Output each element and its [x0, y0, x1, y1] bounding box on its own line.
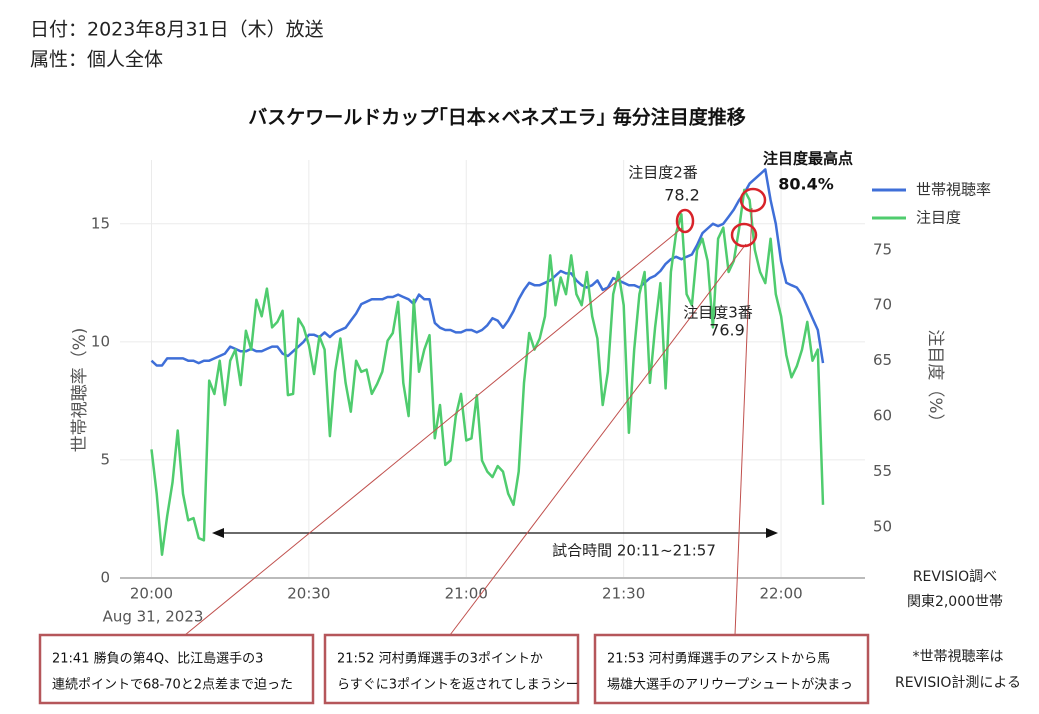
callout-box: [323, 633, 580, 705]
x-tick-label: 21:00: [445, 585, 488, 603]
callout-text: らすぐに3ポイントを返されてしまうシー: [337, 678, 579, 693]
x-tick-label: 20:30: [287, 585, 330, 603]
y2-tick-label: 70: [873, 296, 892, 314]
source-note: 関東2,000世帯: [907, 594, 1003, 610]
callout-connectors: [184, 207, 753, 636]
highlight-circles: [675, 187, 767, 248]
annotation-value: 78.2: [664, 186, 700, 205]
y2-tick-label: 55: [873, 462, 892, 480]
callout-text: 連続ポイントで68-70と2点差まで迫った: [52, 678, 293, 693]
x-tick-label: 21:30: [602, 585, 645, 603]
y-tick-label: 10: [91, 332, 110, 350]
annotation-title: 注目度2番: [628, 164, 698, 182]
y-tick-label: 15: [91, 214, 110, 232]
y2-tick-label: 60: [873, 407, 892, 425]
callout-text: 場雄大選手のアリウープシュートが決まっ: [607, 678, 853, 693]
annotation-title: 注目度3番: [683, 304, 753, 322]
chart-title: バスケワールドカップ｢日本×ベネズエラ｣ 毎分注目度推移: [248, 106, 746, 129]
footnote: REVISIO計測による: [895, 675, 1021, 691]
callout-text: 21:53 河村勇輝選手のアシストから馬: [607, 652, 830, 667]
x-tick-label: 22:00: [759, 585, 802, 603]
annotation-value: 76.9: [709, 321, 745, 340]
date-label: 日付：2023年8月31日（木）放送: [30, 19, 324, 41]
series-line: [150, 188, 825, 556]
annotation-value: 80.4%: [778, 175, 834, 194]
annotation-title: 注目度最高点: [763, 150, 853, 168]
x-tick-label: 20:00: [130, 585, 173, 603]
legend-label: 注目度: [916, 209, 961, 227]
source-note: REVISIO調べ: [913, 569, 997, 585]
callout-box: [593, 633, 870, 705]
x-date-label: Aug 31, 2023: [103, 608, 204, 626]
y2-tick-label: 75: [873, 240, 892, 258]
match-span-arrow: [212, 528, 778, 538]
y2-tick-label: 50: [873, 517, 892, 535]
callout-text: 21:52 河村勇輝選手の3ポイントか: [337, 652, 543, 667]
series-line: [150, 168, 825, 367]
y2-tick-label: 65: [873, 351, 892, 369]
match-span-label: 試合時間 20:11~21:57: [552, 542, 716, 560]
attribute-label: 属性：個人全体: [30, 49, 163, 71]
y-axis-title: 世帯視聴率（%): [70, 328, 90, 453]
callout-text: 21:41 勝負の第4Q、比江島選手の3: [52, 652, 263, 667]
callout-box: [38, 633, 315, 705]
y2-axis-title: 注目度（%）: [925, 329, 945, 430]
y-tick-label: 0: [100, 569, 110, 587]
footnote: *世帯視聴率は: [913, 648, 1004, 665]
legend-label: 世帯視聴率: [916, 181, 991, 199]
y-tick-label: 5: [100, 450, 110, 468]
